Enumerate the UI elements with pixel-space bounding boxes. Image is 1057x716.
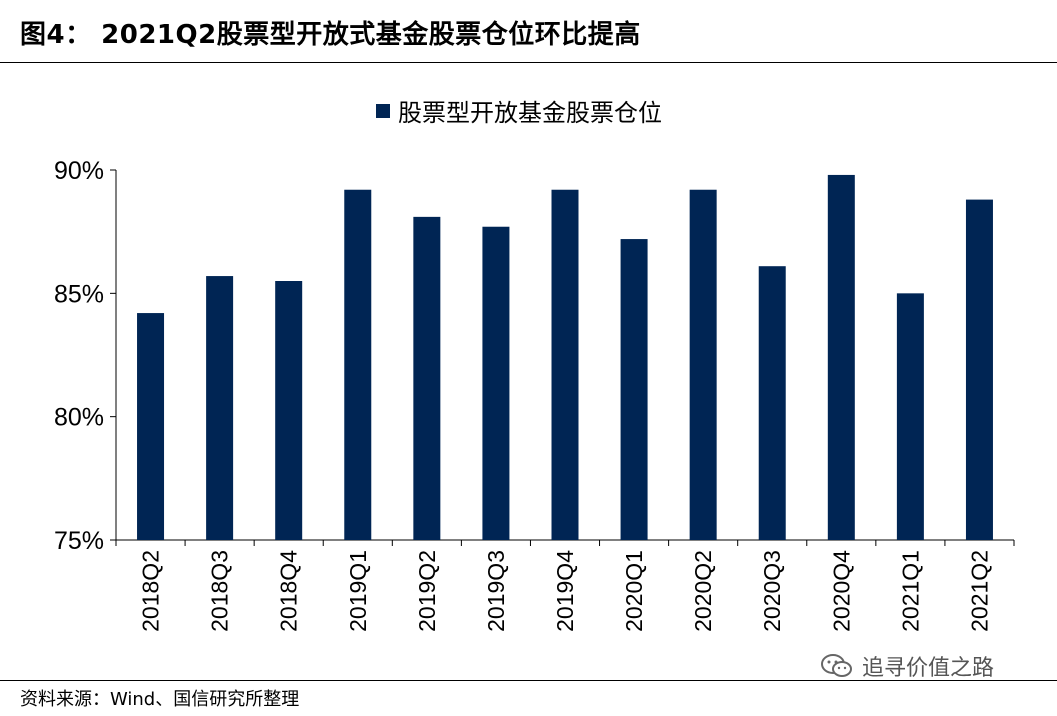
bar-2020Q4 [827, 174, 855, 540]
wechat-icon [821, 654, 852, 677]
x-tick-label: 2018Q3 [207, 550, 233, 632]
bar-2020Q2 [689, 189, 717, 540]
y-tick-labels: 75% 80% 85% 90% [54, 157, 104, 555]
x-tick-label: 2018Q2 [138, 550, 164, 632]
bar-2019Q2 [413, 216, 441, 540]
x-tick-label: 2020Q4 [828, 550, 854, 632]
y-tick-label: 75% [54, 527, 104, 555]
bar-2019Q3 [482, 226, 510, 540]
bottom-divider [0, 680, 1057, 681]
x-tick-label: 2019Q1 [345, 550, 371, 632]
top-divider [0, 62, 1057, 63]
bar-chart: 股票型开放基金股票仓位 2018Q2 2018Q3 2018Q4 2019Q1 2019… [54, 99, 1015, 632]
x-tick-labels: 2018Q2 2018Q3 2018Q4 2019Q1 2019Q2 2019Q3 2019… [138, 550, 993, 632]
x-tick-label: 2018Q4 [276, 550, 302, 632]
x-tick-label: 2019Q2 [414, 550, 440, 632]
bar-2021Q2 [965, 199, 993, 540]
source-note: 资料来源：Wind、国信研究所整理 [20, 689, 300, 710]
bar-2018Q4 [275, 281, 303, 540]
x-tick-label: 2019Q4 [552, 550, 578, 632]
bar-2018Q3 [206, 276, 234, 540]
watermark: 追寻价值之路 [820, 650, 994, 682]
legend-swatch [376, 104, 390, 118]
bar-2019Q4 [551, 189, 579, 540]
legend-label: 股票型开放基金股票仓位 [398, 99, 662, 127]
legend: 股票型开放基金股票仓位 [376, 99, 662, 127]
bar-2018Q2 [137, 313, 165, 540]
x-tick-label: 2020Q2 [690, 550, 716, 632]
y-tick-label: 85% [54, 280, 104, 308]
bar-2020Q3 [758, 266, 786, 540]
bars [137, 174, 993, 541]
x-tick-label: 2021Q2 [966, 550, 992, 632]
y-tick-label: 80% [54, 404, 104, 432]
figure-title: 图4： 2021Q2股票型开放式基金股票仓位环比提高 [20, 20, 641, 50]
x-tick-label: 2019Q3 [483, 550, 509, 632]
x-tick-label: 2021Q1 [897, 550, 923, 632]
bar-2019Q1 [344, 189, 372, 540]
bar-2021Q1 [896, 293, 924, 540]
y-tick-label: 90% [54, 157, 104, 185]
x-tick-label: 2020Q1 [621, 550, 647, 632]
x-tick-label: 2020Q3 [759, 550, 785, 632]
bar-2020Q1 [620, 239, 648, 541]
watermark-text: 追寻价值之路 [862, 656, 995, 681]
